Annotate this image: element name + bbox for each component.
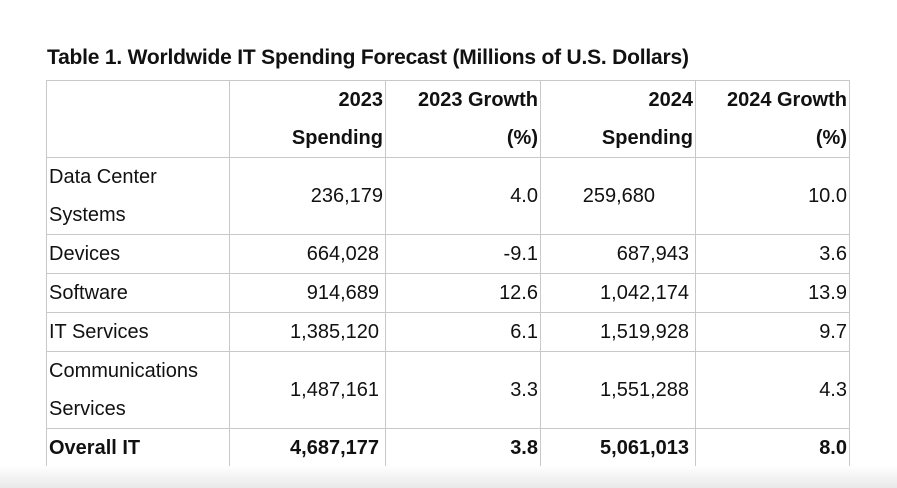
cell-2024-growth: 3.6 [695, 234, 850, 274]
cell-2023-spending: 4,687,177 [229, 428, 386, 468]
header-2023-spending: 2023 Spending [229, 80, 386, 158]
cell-2023-growth: 12.6 [385, 273, 541, 313]
cell-2023-growth: 6.1 [385, 312, 541, 352]
cell-2023-spending: 1,487,161 [229, 351, 386, 429]
header-2023-growth: 2023 Growth (%) [385, 80, 541, 158]
cell-2024-growth: 8.0 [695, 428, 850, 468]
cell-2023-spending: 664,028 [229, 234, 386, 274]
cell-2023-spending: 914,689 [229, 273, 386, 313]
page-bottom-shade [0, 466, 897, 488]
table-row: Communications Services 1,487,161 3.3 1,… [46, 351, 850, 429]
cell-2024-spending: 5,061,013 [540, 428, 696, 468]
table-header-row: 2023 Spending 2023 Growth (%) 2024 Spending… [46, 80, 850, 158]
cell-2024-growth: 9.7 [695, 312, 850, 352]
header-2024-spending: 2024 Spending [540, 80, 696, 158]
cell-2023-growth: 3.8 [385, 428, 541, 468]
cell-2023-growth: 4.0 [385, 157, 541, 235]
row-segment: Software [46, 273, 230, 313]
cell-2024-growth: 10.0 [695, 157, 850, 235]
table-row: Software 914,689 12.6 1,042,174 13.9 [46, 273, 850, 313]
cell-2024-spending: 1,042,174 [540, 273, 696, 313]
row-segment: Devices [46, 234, 230, 274]
row-segment: Overall IT [46, 428, 230, 468]
cell-2024-spending: 1,551,288 [540, 351, 696, 429]
cell-2024-spending: 687,943 [540, 234, 696, 274]
cell-2024-growth: 13.9 [695, 273, 850, 313]
row-segment: Data Center Systems [46, 157, 230, 235]
row-segment: IT Services [46, 312, 230, 352]
cell-2024-growth: 4.3 [695, 351, 850, 429]
table-row: IT Services 1,385,120 6.1 1,519,928 9.7 [46, 312, 850, 352]
cell-2023-growth: 3.3 [385, 351, 541, 429]
table-caption: Table 1. Worldwide IT Spending Forecast … [47, 46, 689, 69]
cell-2023-spending: 1,385,120 [229, 312, 386, 352]
table-row-total: Overall IT 4,687,177 3.8 5,061,013 8.0 [46, 428, 850, 468]
header-segment [46, 80, 230, 158]
cell-2024-spending: 1,519,928 [540, 312, 696, 352]
it-spending-table: 2023 Spending 2023 Growth (%) 2024 Spending… [46, 80, 850, 468]
table-row: Devices 664,028 -9.1 687,943 3.6 [46, 234, 850, 274]
header-2024-growth: 2024 Growth (%) [695, 80, 850, 158]
table-row: Data Center Systems 236,179 4.0 259,680 … [46, 157, 850, 235]
row-segment: Communications Services [46, 351, 230, 429]
cell-2024-spending: 259,680 [540, 157, 696, 235]
cell-2023-spending: 236,179 [229, 157, 386, 235]
cell-2023-growth: -9.1 [385, 234, 541, 274]
